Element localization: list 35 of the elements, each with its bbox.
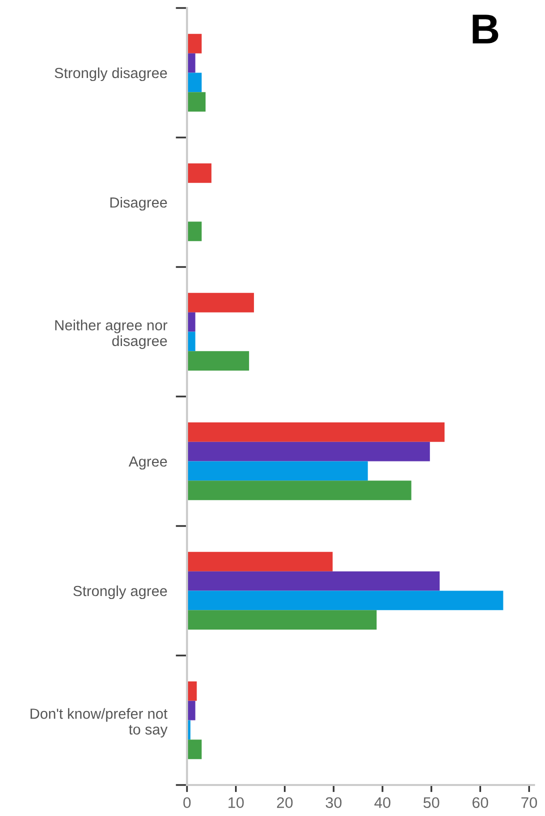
bar: [187, 222, 202, 242]
bar: [187, 312, 196, 332]
bar: [187, 72, 202, 92]
bar: [187, 34, 202, 54]
bar: [187, 92, 206, 112]
bar: [187, 740, 202, 760]
bar: [187, 590, 504, 610]
bar: [187, 480, 412, 500]
bar: [187, 610, 377, 630]
bar: [187, 681, 197, 701]
bar: [187, 700, 196, 720]
x-tick-label: 70: [521, 797, 538, 808]
x-tick-label: 10: [228, 797, 244, 808]
bar: [187, 422, 445, 442]
x-tick-label: 30: [326, 797, 342, 808]
bar: [187, 292, 254, 312]
x-tick-label: 50: [423, 797, 440, 808]
bar: [187, 442, 430, 462]
y-tick-label: Don't know/prefer not to say: [30, 708, 168, 738]
x-tick-label: 20: [277, 797, 293, 808]
y-tick-label: Neither agree nor disagree: [55, 320, 168, 349]
y-tick-label: Strongly disagree: [54, 67, 167, 82]
chart-title: B: [472, 14, 498, 44]
y-tick-label: Agree: [128, 456, 167, 470]
x-tick-label: 60: [472, 797, 488, 808]
y-tick-label: Disagree: [110, 196, 167, 211]
x-tick-label: 40: [374, 797, 390, 808]
bar: [187, 461, 368, 481]
bar: [187, 571, 440, 591]
y-tick-label: Strongly agree: [73, 585, 167, 600]
bar: [187, 163, 212, 183]
bar: [187, 552, 333, 572]
bar: [187, 53, 196, 73]
x-tick-label: 0: [183, 797, 191, 808]
bar: [187, 351, 250, 371]
